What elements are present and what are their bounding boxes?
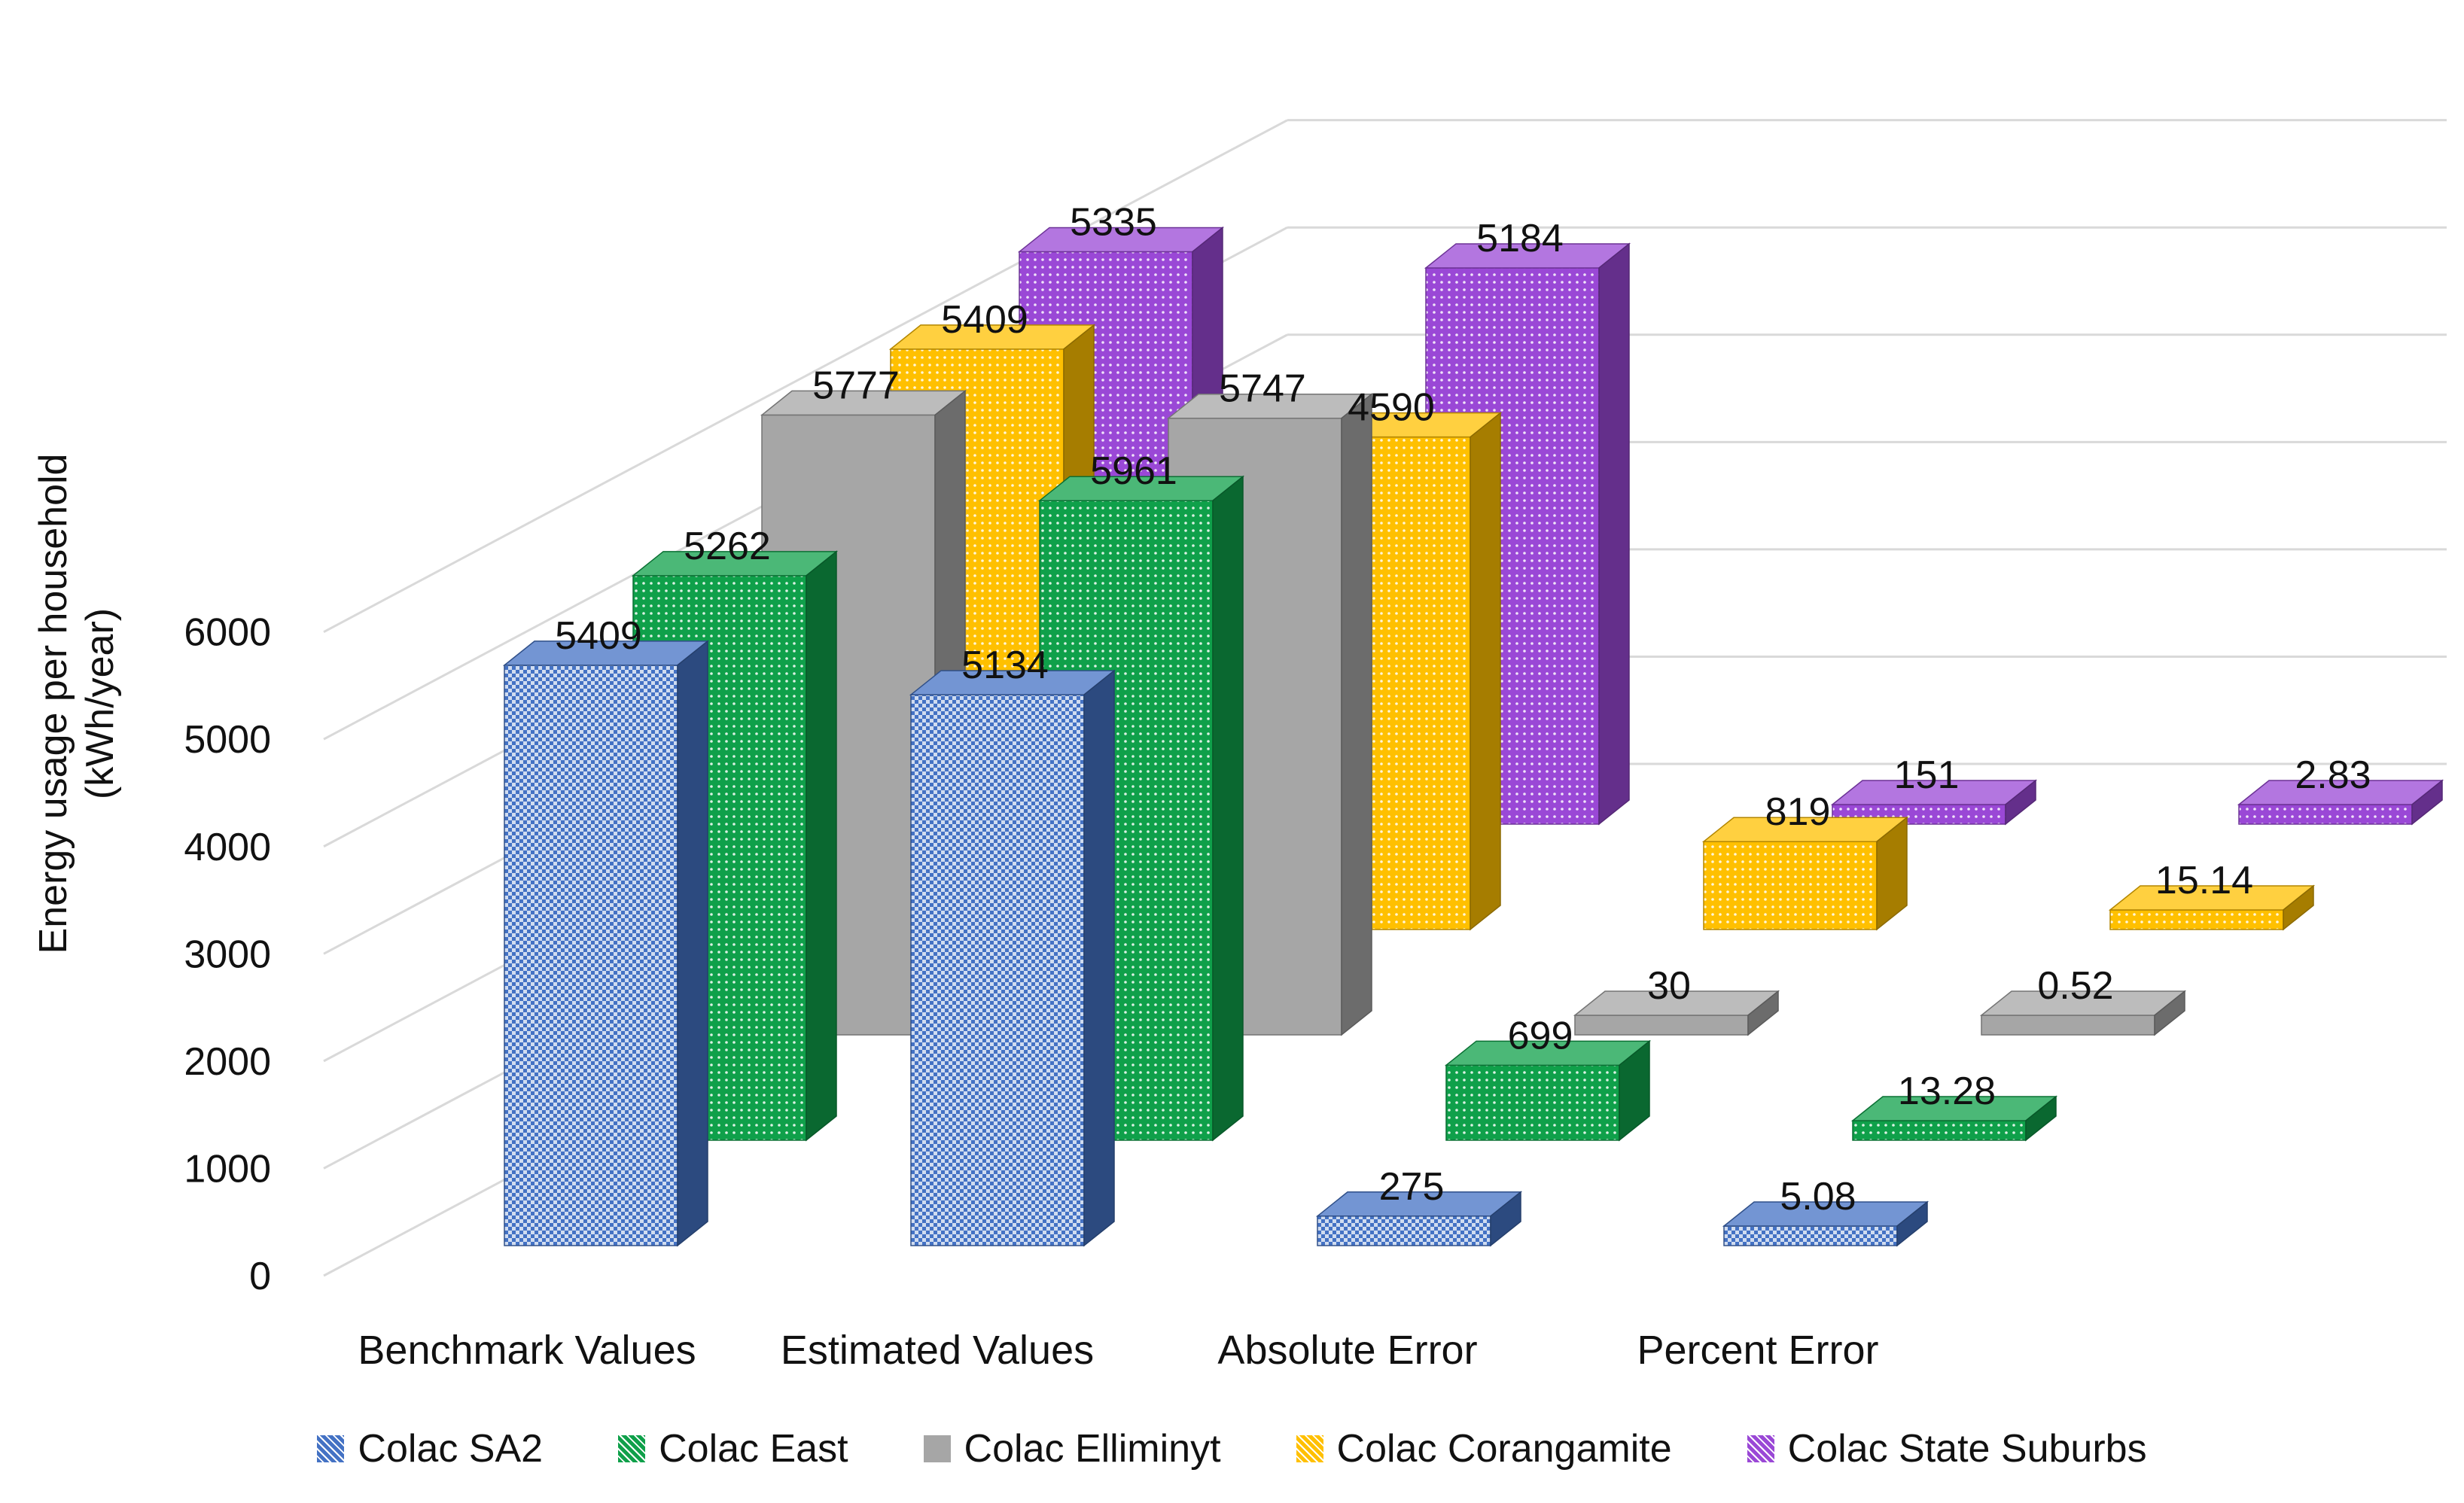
bar-colac-sa2-benchmark-values (502, 640, 710, 1247)
data-label-colac-elliminyt-percent-error: 0.52 (2037, 964, 2113, 1008)
bar-colac-sa2-absolute-error (1315, 1191, 1523, 1247)
legend-label: Colac Corangamite (1336, 1427, 1672, 1471)
bar-colac-sa2-percent-error (1722, 1200, 1929, 1247)
legend-swatch (923, 1435, 951, 1462)
x-category-label: Benchmark Values (358, 1328, 696, 1373)
legend-label: Colac State Suburbs (1787, 1427, 2147, 1471)
bar-colac-state-suburbs-absolute-error (1830, 779, 2038, 826)
data-label-colac-state-suburbs-percent-error: 2.83 (2295, 753, 2371, 797)
legend-item-colac-corangamite: Colac Corangamite (1296, 1426, 1672, 1471)
data-label-colac-corangamite-percent-error: 15.14 (2155, 859, 2253, 902)
y-tick-label: 2000 (184, 1040, 271, 1084)
bar-colac-east-absolute-error (1444, 1039, 1652, 1142)
data-label-colac-east-percent-error: 13.28 (1898, 1069, 1996, 1113)
bar-colac-corangamite-absolute-error (1701, 816, 1909, 931)
bar-colac-sa2-estimated-values (909, 669, 1116, 1247)
legend: Colac SA2 Colac East Colac Elliminyt Colac … (0, 1419, 2464, 1479)
data-label-colac-elliminyt-benchmark-values: 5777 (812, 364, 900, 407)
data-labels: 5335 5184 151 2.83 5409 4590 819 15.14 5777 5747 3… (555, 200, 2371, 1219)
data-label-colac-corangamite-absolute-error: 819 (1765, 790, 1831, 834)
data-label-colac-state-suburbs-estimated-values: 5184 (1476, 217, 1564, 260)
legend-swatch (1296, 1435, 1323, 1462)
data-label-colac-sa2-percent-error: 5.08 (1780, 1175, 1856, 1219)
x-axis: Benchmark Values Estimated Values Absolute… (358, 1328, 1878, 1373)
bar-colac-elliminyt-absolute-error (1573, 990, 1780, 1036)
legend-swatch (317, 1435, 345, 1462)
legend-label: Colac SA2 (358, 1427, 544, 1471)
data-label-colac-state-suburbs-absolute-error: 151 (1894, 753, 1960, 797)
data-label-colac-state-suburbs-benchmark-values: 5335 (1070, 200, 1157, 244)
data-label-colac-corangamite-benchmark-values: 5409 (941, 298, 1028, 342)
y-tick-label: 3000 (184, 933, 271, 976)
bars (502, 226, 2444, 1247)
y-tick-label: 1000 (184, 1147, 271, 1191)
legend-swatch (618, 1435, 646, 1462)
y-axis-title-line-2: (kWh/year) (78, 608, 122, 799)
legend-label: Colac East (659, 1427, 848, 1471)
y-tick-label: 0 (249, 1255, 271, 1298)
data-label-colac-east-absolute-error: 699 (1508, 1014, 1573, 1057)
y-axis: 0 1000 2000 3000 4000 5000 6000 (184, 611, 271, 1298)
y-axis-title-line-1: Energy usage per household (32, 454, 75, 954)
data-label-colac-elliminyt-estimated-values: 5747 (1219, 367, 1306, 411)
legend-item-colac-elliminyt: Colac Elliminyt (923, 1426, 1221, 1471)
data-label-colac-sa2-absolute-error: 275 (1379, 1165, 1445, 1209)
bar-colac-corangamite-percent-error (2108, 884, 2316, 931)
x-category-label: Absolute Error (1217, 1328, 1477, 1373)
x-category-label: Estimated Values (781, 1328, 1094, 1373)
y-tick-label: 5000 (184, 718, 271, 762)
legend-item-colac-east: Colac East (618, 1426, 848, 1471)
legend-item-colac-state-suburbs: Colac State Suburbs (1747, 1426, 2147, 1471)
bar-colac-east-percent-error (1850, 1095, 2058, 1142)
bar-colac-state-suburbs-percent-error (2237, 779, 2444, 826)
x-category-label: Percent Error (1637, 1328, 1878, 1373)
data-label-colac-east-estimated-values: 5961 (1090, 449, 1177, 493)
data-label-colac-corangamite-estimated-values: 4590 (1348, 386, 1435, 430)
data-label-colac-east-benchmark-values: 5262 (684, 525, 771, 568)
data-label-colac-sa2-estimated-values: 5134 (961, 643, 1049, 687)
y-tick-label: 4000 (184, 826, 271, 869)
legend-item-colac-sa2: Colac SA2 (317, 1426, 543, 1471)
bar-colac-elliminyt-percent-error (1979, 990, 2187, 1036)
legend-label: Colac Elliminyt (964, 1427, 1221, 1471)
y-tick-label: 6000 (184, 611, 271, 655)
data-label-colac-elliminyt-absolute-error: 30 (1647, 964, 1691, 1008)
data-label-colac-sa2-benchmark-values: 5409 (555, 614, 642, 658)
legend-swatch (1747, 1435, 1774, 1462)
